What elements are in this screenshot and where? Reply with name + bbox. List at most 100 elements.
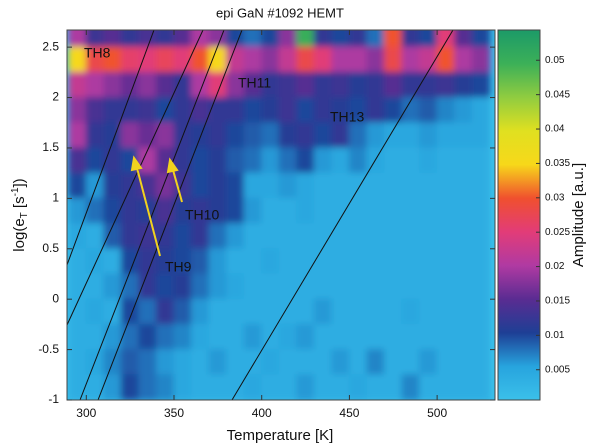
heatmap-cell bbox=[208, 97, 228, 124]
heatmap-cell bbox=[313, 349, 333, 376]
heatmap-cell bbox=[261, 122, 280, 149]
heatmap-cell bbox=[419, 273, 438, 300]
heatmap-cell bbox=[120, 197, 140, 225]
heatmap-cell bbox=[383, 46, 403, 73]
heatmap-cell bbox=[471, 122, 491, 149]
heatmap-cell bbox=[191, 374, 210, 400]
heatmap-cell bbox=[278, 122, 298, 149]
heatmap-cell bbox=[68, 273, 87, 300]
colorbar-tick-label: 0.04 bbox=[545, 124, 565, 135]
heatmap-cell bbox=[401, 349, 421, 376]
heatmap-cell bbox=[243, 97, 263, 124]
heatmap-cell bbox=[348, 197, 368, 225]
colorbar-tick-label: 0.025 bbox=[545, 227, 570, 238]
heatmap-cell bbox=[243, 248, 263, 275]
fit-line bbox=[79, 30, 225, 400]
heatmap-cell bbox=[261, 197, 280, 225]
heatmap-cell bbox=[278, 349, 298, 376]
fit-line bbox=[67, 30, 204, 326]
heatmap-cell bbox=[366, 323, 385, 351]
heatmap-cell bbox=[243, 147, 263, 174]
heatmap-cell bbox=[261, 349, 280, 376]
heatmap-cell bbox=[243, 323, 263, 351]
heatmap-cell bbox=[471, 349, 491, 376]
heatmap-cell bbox=[208, 122, 228, 149]
heatmap-cell bbox=[191, 323, 210, 351]
heatmap-cell bbox=[226, 147, 245, 174]
heatmap-cell bbox=[331, 323, 350, 351]
heatmap-cell bbox=[226, 172, 245, 199]
fit-line bbox=[67, 30, 155, 266]
heatmap-cell bbox=[103, 323, 122, 351]
heatmap-cell bbox=[173, 46, 193, 73]
heatmap-cell bbox=[436, 349, 456, 376]
colorbar-tick-label: 0.045 bbox=[545, 89, 570, 100]
heatmap-cell bbox=[331, 30, 350, 48]
heatmap-cell bbox=[348, 298, 368, 325]
heatmap-cell bbox=[261, 172, 280, 199]
heatmap-cell bbox=[331, 71, 350, 99]
y-label-part: [s bbox=[11, 196, 28, 212]
heatmap-cell bbox=[120, 46, 140, 73]
heatmap-cell bbox=[155, 223, 175, 250]
heatmap-cell bbox=[243, 349, 263, 376]
heatmap-cell bbox=[419, 374, 438, 400]
heatmap-cell bbox=[331, 147, 350, 174]
heatmap-cell bbox=[208, 349, 228, 376]
heatmap-cell bbox=[243, 46, 263, 73]
heatmap-cell bbox=[454, 147, 473, 174]
heatmap-cell bbox=[366, 172, 385, 199]
heatmap-cell bbox=[401, 374, 421, 400]
heatmap-cell bbox=[296, 30, 315, 48]
heatmap-cell bbox=[296, 172, 315, 199]
heatmap-cell bbox=[313, 30, 333, 48]
heatmap-cell bbox=[208, 374, 228, 400]
heatmap-cell bbox=[85, 122, 105, 149]
heatmap-cell bbox=[383, 172, 403, 199]
arrow-head bbox=[166, 157, 179, 174]
heatmap-cell bbox=[120, 122, 140, 149]
heatmap-cell bbox=[348, 172, 368, 199]
heatmap-cell bbox=[313, 197, 333, 225]
heatmap-cell bbox=[85, 197, 105, 225]
heatmap-cell bbox=[401, 323, 421, 351]
arrow bbox=[136, 167, 161, 257]
heatmap-cell bbox=[68, 46, 87, 73]
heatmap-cell bbox=[243, 172, 263, 199]
heatmap-cell bbox=[278, 223, 298, 250]
heatmap-cell bbox=[366, 273, 385, 300]
heatmap-cell bbox=[366, 30, 385, 48]
heatmap-cell bbox=[401, 273, 421, 300]
y-label-part: log(e bbox=[11, 218, 28, 251]
heatmap-cell bbox=[261, 30, 280, 48]
heatmap-cell bbox=[366, 197, 385, 225]
annotation: TH9 bbox=[165, 259, 192, 275]
heatmap-cell bbox=[313, 273, 333, 300]
heatmap-cell bbox=[366, 71, 385, 99]
colorbar-tick-label: 0.03 bbox=[545, 192, 565, 203]
heatmap-cell bbox=[454, 273, 473, 300]
y-tick-label: 1 bbox=[52, 191, 59, 205]
y-tick-label: -0.5 bbox=[38, 342, 59, 356]
heatmap-cell bbox=[471, 147, 491, 174]
heatmap-cell bbox=[103, 46, 122, 73]
heatmap-cell bbox=[454, 122, 473, 149]
heatmap-cell bbox=[419, 172, 438, 199]
heatmap-cell bbox=[138, 71, 157, 99]
heatmap-cell bbox=[191, 197, 210, 225]
heatmap-cell bbox=[243, 298, 263, 325]
heatmap-cell bbox=[348, 122, 368, 149]
heatmap-cell bbox=[454, 223, 473, 250]
x-tick-label: 450 bbox=[339, 406, 359, 420]
heatmap-cell bbox=[419, 30, 438, 48]
plot-frame bbox=[66, 29, 496, 401]
heatmap-cell bbox=[138, 248, 157, 275]
heatmap-cell bbox=[173, 374, 193, 400]
heatmap-cell bbox=[85, 30, 105, 48]
heatmap-cell bbox=[85, 71, 105, 99]
heatmap-cell bbox=[208, 223, 228, 250]
heatmap-cell bbox=[85, 323, 105, 351]
fit-line bbox=[231, 30, 454, 400]
heatmap-cell bbox=[68, 122, 87, 149]
